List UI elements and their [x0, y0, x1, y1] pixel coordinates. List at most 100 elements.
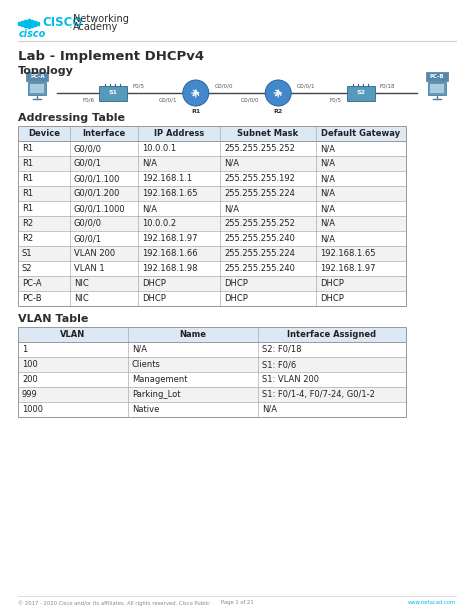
Text: S1: S1 [109, 91, 118, 96]
Bar [426, 72, 447, 81]
Bar [18, 201, 406, 216]
Text: VLAN 1: VLAN 1 [74, 264, 105, 273]
Text: 10.0.0.2: 10.0.0.2 [142, 219, 176, 228]
Text: .: . [69, 20, 73, 31]
Text: 255.255.255.240: 255.255.255.240 [224, 264, 295, 273]
Text: 255.255.255.224: 255.255.255.224 [224, 249, 295, 258]
Text: R1: R1 [22, 159, 33, 168]
Text: NIC: NIC [74, 279, 89, 288]
Text: VLAN: VLAN [60, 330, 86, 339]
Bar [18, 126, 406, 141]
Text: G0/0/1.100: G0/0/1.100 [74, 174, 120, 183]
Text: VLAN 200: VLAN 200 [74, 249, 115, 258]
Bar [346, 85, 374, 101]
Bar [428, 82, 446, 95]
Text: 192.168.1.66: 192.168.1.66 [142, 249, 198, 258]
Text: N/A: N/A [142, 204, 157, 213]
Bar [34, 20, 36, 26]
Text: Native: Native [132, 405, 159, 414]
Text: 255.255.255.192: 255.255.255.192 [224, 174, 295, 183]
Text: S2: S2 [356, 91, 365, 96]
Bar [18, 21, 20, 25]
Text: R2: R2 [273, 109, 283, 114]
Text: G0/0/1: G0/0/1 [74, 159, 102, 168]
Text: PC-A: PC-A [22, 279, 42, 288]
Text: © 2017 - 2020 Cisco and/or its affiliates. All rights reserved. Cisco Public: © 2017 - 2020 Cisco and/or its affiliate… [18, 600, 210, 606]
Bar [18, 291, 406, 306]
Text: 192.168.1.97: 192.168.1.97 [320, 264, 375, 273]
Bar [18, 387, 406, 402]
Text: 999: 999 [22, 390, 38, 399]
Bar [28, 82, 46, 95]
Text: S1: VLAN 200: S1: VLAN 200 [262, 375, 319, 384]
Text: 192.168.1.65: 192.168.1.65 [320, 249, 375, 258]
Text: www.netacad.com: www.netacad.com [408, 600, 456, 605]
Text: R1: R1 [22, 174, 33, 183]
Text: G0/0/1: G0/0/1 [297, 84, 316, 89]
Text: Device: Device [28, 129, 60, 138]
Bar [18, 372, 406, 387]
Text: G0/0/0: G0/0/0 [215, 84, 233, 89]
Text: R2: R2 [22, 219, 33, 228]
Bar [18, 216, 406, 231]
Text: G0/0/1.1000: G0/0/1.1000 [74, 204, 126, 213]
Bar [18, 246, 406, 261]
Text: DHCP: DHCP [142, 294, 166, 303]
Bar [18, 141, 406, 156]
Text: N/A: N/A [224, 159, 239, 168]
Text: Parking_Lot: Parking_Lot [132, 390, 181, 399]
Text: N/A: N/A [320, 189, 335, 198]
Text: PC-B: PC-B [429, 74, 444, 79]
Text: N/A: N/A [320, 219, 335, 228]
Text: Lab - Implement DHCPv4: Lab - Implement DHCPv4 [18, 50, 204, 63]
Text: G0/0/0: G0/0/0 [74, 219, 102, 228]
Text: Page 1 of 21: Page 1 of 21 [220, 600, 254, 605]
Text: Interface Assigned: Interface Assigned [287, 330, 376, 339]
Text: DHCP: DHCP [320, 294, 344, 303]
Text: N/A: N/A [262, 405, 277, 414]
Text: R2: R2 [22, 234, 33, 243]
Text: 255.255.255.240: 255.255.255.240 [224, 234, 295, 243]
Bar [21, 20, 23, 26]
Bar [18, 357, 406, 372]
Text: S2: F0/18: S2: F0/18 [262, 345, 301, 354]
Bar [18, 402, 406, 417]
Text: DHCP: DHCP [224, 279, 248, 288]
Text: Management: Management [132, 375, 188, 384]
Text: 1: 1 [22, 345, 27, 354]
Bar [18, 342, 406, 357]
Text: 192.168.1.98: 192.168.1.98 [142, 264, 198, 273]
Bar [429, 84, 444, 93]
Text: CISCO: CISCO [42, 17, 83, 29]
Text: Default Gateway: Default Gateway [321, 129, 401, 138]
Text: cisco: cisco [18, 29, 46, 39]
Text: NIC: NIC [74, 294, 89, 303]
Bar [18, 126, 406, 306]
Text: DHCP: DHCP [224, 294, 248, 303]
Text: PC-A: PC-A [30, 74, 45, 79]
Text: Interface: Interface [82, 129, 126, 138]
Bar [18, 156, 406, 171]
Text: N/A: N/A [320, 204, 335, 213]
Bar [100, 85, 128, 101]
Text: R1: R1 [22, 144, 33, 153]
Bar [37, 21, 39, 25]
Bar [18, 261, 406, 276]
Text: R1: R1 [191, 109, 201, 114]
Bar [27, 18, 30, 28]
Text: PC-B: PC-B [22, 294, 42, 303]
Text: R1: R1 [22, 204, 33, 213]
Circle shape [265, 80, 291, 106]
Text: N/A: N/A [320, 144, 335, 153]
Text: Clients: Clients [132, 360, 161, 369]
Bar [18, 327, 406, 342]
Text: F0/18: F0/18 [380, 84, 395, 89]
Text: Academy: Academy [73, 22, 118, 32]
Bar [18, 327, 406, 417]
Text: S1: F0/6: S1: F0/6 [262, 360, 296, 369]
Text: DHCP: DHCP [142, 279, 166, 288]
Text: 255.255.255.224: 255.255.255.224 [224, 189, 295, 198]
Text: S1: S1 [22, 249, 33, 258]
Circle shape [183, 80, 209, 106]
Bar [31, 20, 33, 26]
